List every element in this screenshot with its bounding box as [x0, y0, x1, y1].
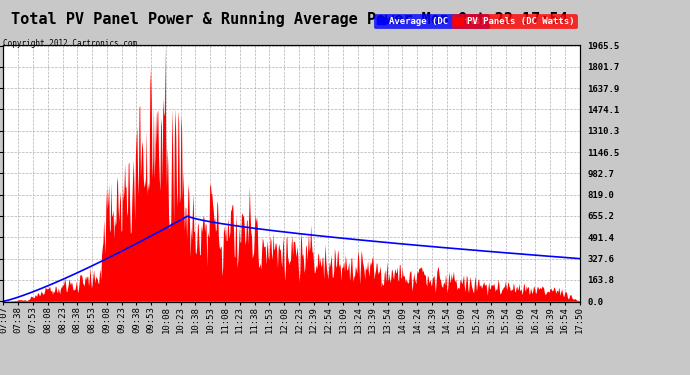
Legend: PV Panels (DC Watts): PV Panels (DC Watts)	[451, 14, 577, 28]
Text: Total PV Panel Power & Running Average Power Mon Oct 22 17:54: Total PV Panel Power & Running Average P…	[12, 11, 568, 27]
Legend: Average (DC Watts): Average (DC Watts)	[374, 14, 489, 28]
Text: Copyright 2012 Cartronics.com: Copyright 2012 Cartronics.com	[3, 39, 137, 48]
